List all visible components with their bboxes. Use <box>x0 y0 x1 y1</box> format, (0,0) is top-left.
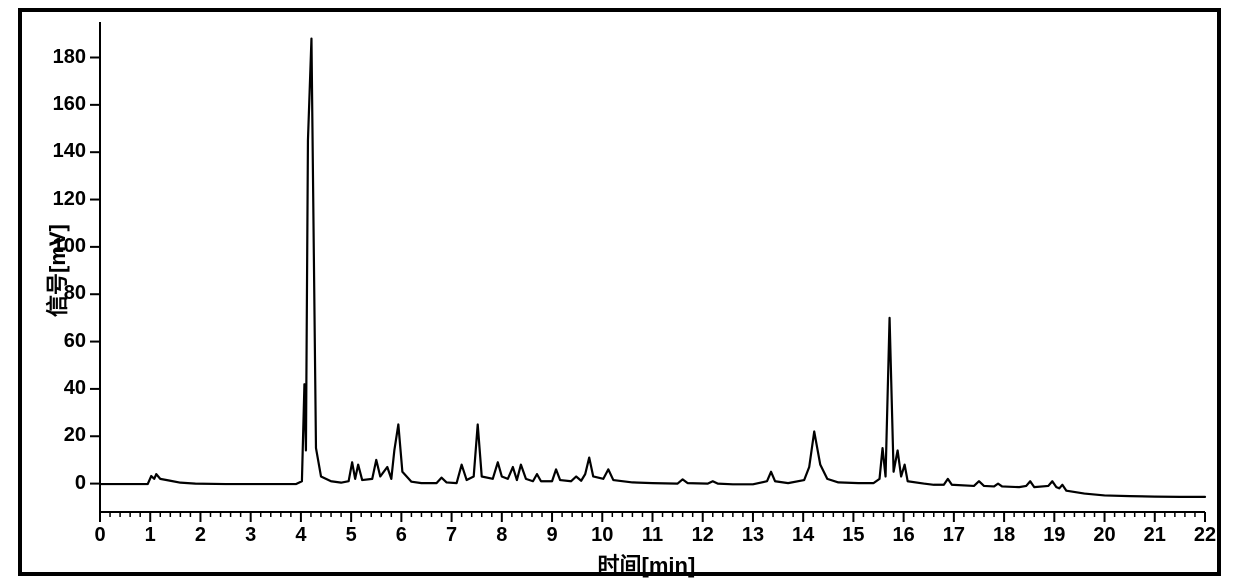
x-tick-label: 13 <box>733 524 773 547</box>
x-tick-label: 5 <box>331 524 371 547</box>
plot-area <box>22 12 1217 572</box>
x-tick-label: 16 <box>884 524 924 547</box>
y-tick-label: 0 <box>36 472 86 495</box>
x-tick-label: 18 <box>984 524 1024 547</box>
x-tick-label: 14 <box>783 524 823 547</box>
x-tick-label: 9 <box>532 524 572 547</box>
x-tick-label: 2 <box>180 524 220 547</box>
chart-panel: 信号[mV] 时间[min] 0123456789101112131415161… <box>18 8 1221 576</box>
x-tick-label: 20 <box>1085 524 1125 547</box>
y-tick-label: 160 <box>36 93 86 116</box>
y-tick-label: 80 <box>36 282 86 305</box>
x-tick-label: 19 <box>1034 524 1074 547</box>
x-tick-label: 22 <box>1185 524 1225 547</box>
x-axis-label: 时间[min] <box>598 548 696 580</box>
x-tick-label: 4 <box>281 524 321 547</box>
x-tick-label: 3 <box>231 524 271 547</box>
y-tick-label: 100 <box>36 235 86 258</box>
x-tick-label: 17 <box>934 524 974 547</box>
x-tick-label: 0 <box>80 524 120 547</box>
y-tick-label: 20 <box>36 424 86 447</box>
x-tick-label: 6 <box>381 524 421 547</box>
x-tick-label: 7 <box>432 524 472 547</box>
x-tick-label: 12 <box>683 524 723 547</box>
y-tick-label: 40 <box>36 377 86 400</box>
x-tick-label: 10 <box>582 524 622 547</box>
y-tick-label: 140 <box>36 140 86 163</box>
x-tick-label: 21 <box>1135 524 1175 547</box>
y-tick-label: 180 <box>36 46 86 69</box>
x-tick-label: 8 <box>482 524 522 547</box>
x-tick-label: 1 <box>130 524 170 547</box>
y-tick-label: 60 <box>36 330 86 353</box>
x-tick-label: 11 <box>633 524 673 547</box>
x-tick-label: 15 <box>833 524 873 547</box>
y-tick-label: 120 <box>36 188 86 211</box>
